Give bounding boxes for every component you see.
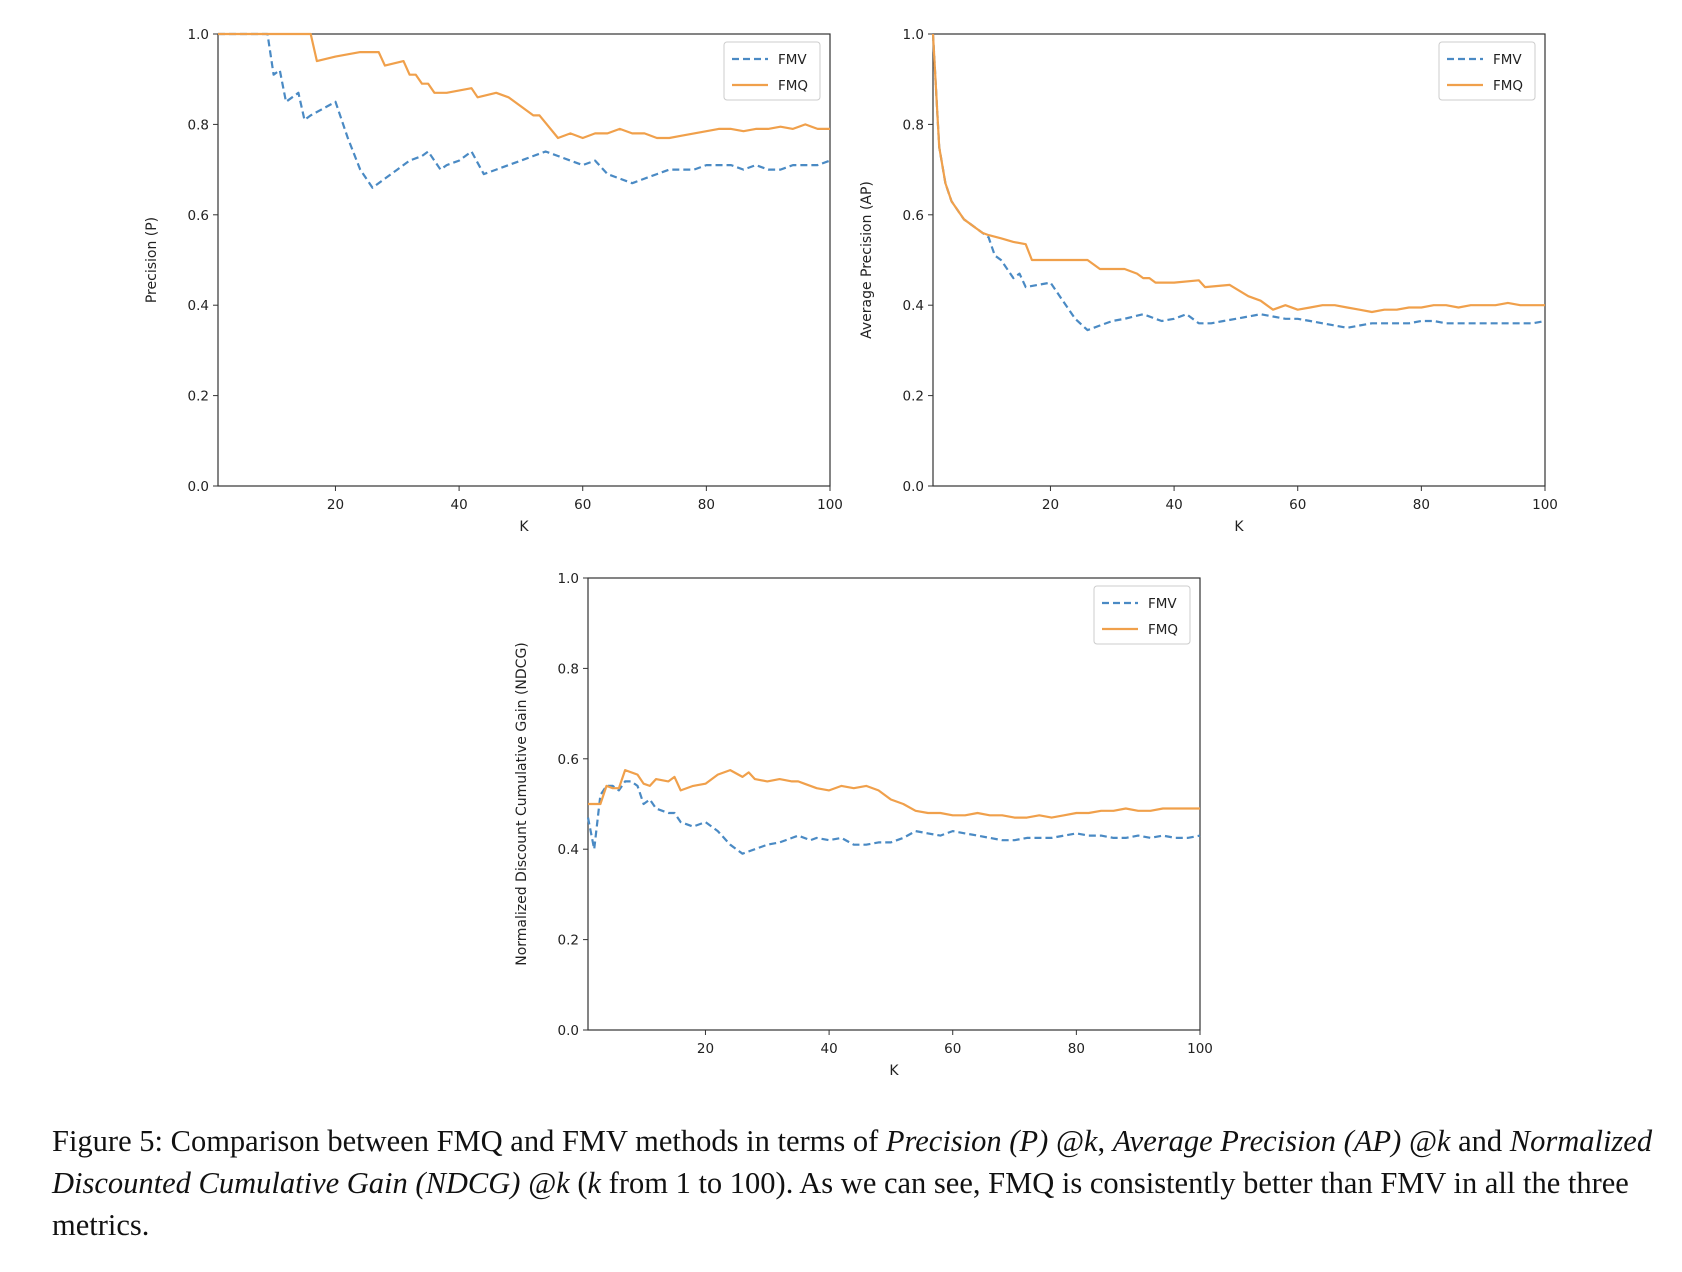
series-line-fmv [218, 32, 831, 189]
legend: FMV FMQ [1438, 41, 1536, 101]
x-tick-label: 100 [1532, 497, 1558, 513]
legend-label-fmq: FMQ [1493, 78, 1523, 94]
legend: FMV FMQ [1093, 585, 1191, 645]
x-tick-label: 80 [1413, 497, 1430, 513]
y-tick-label: 0.2 [903, 389, 924, 405]
x-tick-label: 40 [820, 1041, 837, 1057]
series-line-fmq [931, 33, 1545, 314]
precision-chart: 0.0 0.2 0.4 0.6 0.8 1.0 20 40 60 80 100 K Precision … [130, 18, 850, 543]
caption-metric-precision: Precision (P) @k [885, 1124, 1098, 1158]
caption-k-variable: k [587, 1166, 602, 1200]
x-tick-label: 20 [697, 1041, 714, 1057]
x-tick-label: 100 [1187, 1041, 1213, 1057]
legend-label-fmq: FMQ [778, 78, 808, 94]
ap-svg: 0.0 0.2 0.4 0.6 0.8 1.0 20 40 60 80 100 K Average Pr… [859, 27, 1558, 535]
legend-label-fmq: FMQ [1148, 622, 1178, 638]
caption-separator: ( [569, 1166, 588, 1200]
x-axis-label: K [889, 1063, 899, 1079]
y-tick-label: 0.4 [903, 298, 924, 314]
x-axis-label: K [519, 519, 529, 535]
legend-label-fmv: FMV [1148, 596, 1177, 612]
caption-separator: , [1097, 1124, 1113, 1158]
x-tick-label: 60 [944, 1041, 961, 1057]
x-tick-label: 80 [1068, 1041, 1085, 1057]
x-tick-label: 40 [1165, 497, 1182, 513]
ndcg-svg: 0.0 0.2 0.4 0.6 0.8 1.0 20 40 60 80 100 K Normalized… [514, 571, 1213, 1079]
y-axis-label: Normalized Discount Cumulative Gain (NDC… [514, 642, 530, 966]
y-tick-label: 0.8 [903, 117, 924, 133]
y-tick-label: 0.8 [558, 661, 579, 677]
x-axis-label: K [1234, 519, 1244, 535]
figure-caption: Figure 5: Comparison between FMQ and FMV… [52, 1120, 1662, 1246]
plot-frame [217, 33, 831, 487]
y-tick-label: 1.0 [188, 27, 209, 43]
y-tick-label: 0.0 [558, 1023, 579, 1039]
y-tick-label: 0.8 [188, 117, 209, 133]
series-line-fmv [586, 780, 1201, 855]
y-tick-label: 1.0 [903, 27, 924, 43]
average-precision-chart: 0.0 0.2 0.4 0.6 0.8 1.0 20 40 60 80 100 K Average Pr… [845, 18, 1565, 543]
y-axis-label: Average Precision (AP) [859, 181, 875, 339]
legend-label-fmv: FMV [1493, 52, 1522, 68]
x-tick-label: 60 [574, 497, 591, 513]
legend-label-fmv: FMV [778, 52, 807, 68]
series-line-fmv [931, 33, 1546, 332]
plot-frame [587, 577, 1201, 1031]
y-tick-label: 0.6 [188, 208, 209, 224]
y-tick-label: 0.4 [188, 298, 209, 314]
y-tick-label: 0.6 [903, 208, 924, 224]
x-tick-label: 20 [1042, 497, 1059, 513]
legend: FMV FMQ [723, 41, 821, 101]
y-tick-label: 0.0 [188, 479, 209, 495]
x-tick-label: 60 [1289, 497, 1306, 513]
plot-frame [932, 33, 1546, 487]
y-tick-label: 0.0 [903, 479, 924, 495]
ndcg-chart: 0.0 0.2 0.4 0.6 0.8 1.0 20 40 60 80 100 K Normalized… [500, 562, 1220, 1087]
caption-metric-average-precision: Average Precision (AP) @k [1112, 1124, 1451, 1158]
y-axis-label: Precision (P) [144, 217, 160, 303]
x-tick-label: 100 [817, 497, 843, 513]
x-tick-label: 20 [327, 497, 344, 513]
caption-tail: from 1 to 100). As we can see, FMQ is co… [52, 1166, 1629, 1242]
series-line-fmq [218, 32, 830, 140]
y-tick-label: 0.6 [558, 752, 579, 768]
y-tick-label: 0.4 [558, 842, 579, 858]
x-tick-label: 40 [450, 497, 467, 513]
y-tick-label: 0.2 [558, 933, 579, 949]
p-svg: 0.0 0.2 0.4 0.6 0.8 1.0 20 40 60 80 100 K Precision … [144, 27, 843, 535]
series-line-fmq [588, 769, 1200, 819]
caption-lead: Figure 5: Comparison between FMQ and FMV… [52, 1124, 886, 1158]
caption-separator: and [1450, 1124, 1510, 1158]
y-tick-label: 0.2 [188, 389, 209, 405]
caption-metric-ndcg: Normalized Discounted Cumulative Gain (N… [52, 1124, 1653, 1200]
x-tick-label: 80 [698, 497, 715, 513]
y-tick-label: 1.0 [558, 571, 579, 587]
